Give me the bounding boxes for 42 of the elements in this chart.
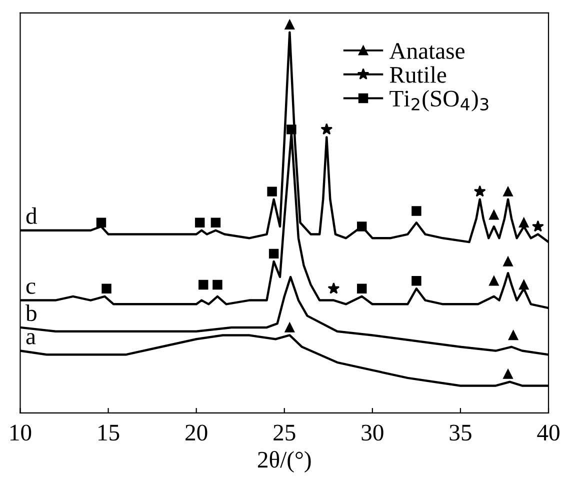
x-axis-title: 2θ/(°) — [258, 450, 311, 473]
x-tick-label: 30 — [362, 424, 384, 441]
point — [474, 185, 486, 197]
point — [489, 276, 499, 286]
point — [198, 280, 208, 290]
x-tick-label: 25 — [274, 424, 296, 441]
series-label: b — [26, 304, 36, 322]
series-label: d — [26, 207, 38, 224]
point — [489, 210, 499, 220]
point — [267, 186, 277, 196]
point — [356, 222, 367, 232]
point — [286, 124, 296, 134]
x-tick-label: 10 — [10, 424, 32, 441]
point — [328, 282, 340, 294]
point — [356, 284, 367, 294]
point — [284, 20, 295, 30]
series-label: a — [26, 333, 36, 344]
point — [96, 218, 106, 228]
point — [268, 248, 279, 259]
point — [320, 123, 333, 135]
point — [284, 322, 295, 332]
point — [508, 330, 518, 340]
x-tick-label: 35 — [450, 424, 472, 441]
point — [503, 186, 513, 196]
legend-label: Ti$_{2}$(SO$_{4}$)$_{3}$ — [390, 90, 488, 112]
point — [212, 280, 222, 290]
x-tick-label: 15 — [98, 424, 120, 441]
series-label: c — [26, 282, 36, 294]
point — [412, 206, 422, 216]
point — [210, 218, 221, 228]
point — [532, 220, 544, 232]
legend-label: Anatase — [389, 43, 464, 59]
point — [194, 218, 205, 228]
point — [518, 218, 529, 228]
point — [503, 369, 513, 379]
x-tick-label: 40 — [537, 424, 560, 441]
point — [102, 284, 112, 294]
legend-label: Rutile — [390, 66, 446, 83]
x-tick-label: 20 — [186, 424, 208, 441]
point — [412, 276, 422, 286]
point — [503, 256, 513, 266]
point — [518, 280, 529, 290]
